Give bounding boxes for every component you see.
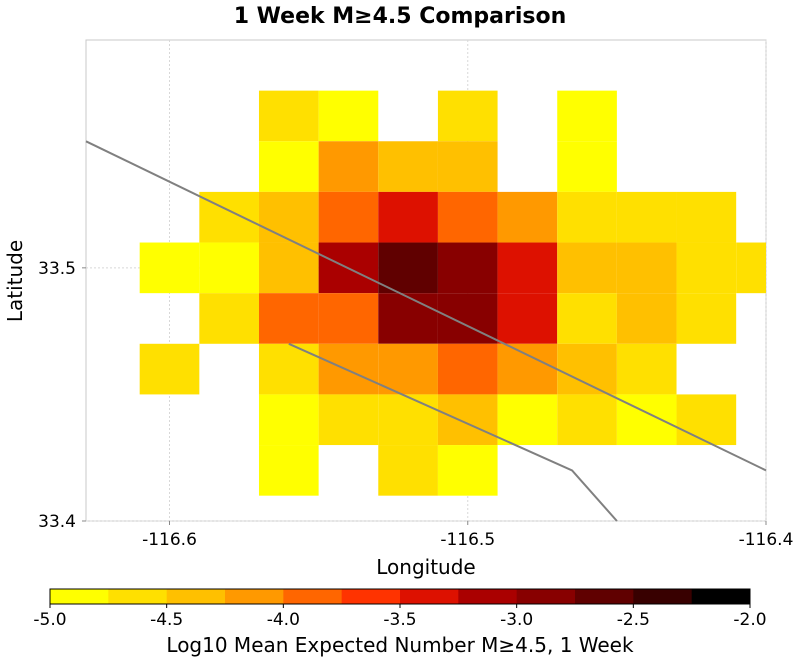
fault-line — [288, 342, 618, 522]
heatmap-cell — [557, 191, 617, 243]
colorbar-segment — [516, 589, 576, 604]
colorbar-segment — [691, 589, 751, 604]
chart-title: 1 Week M≥4.5 Comparison — [234, 4, 567, 29]
plot-area — [85, 39, 767, 522]
colorbar-segments — [50, 589, 751, 604]
heatmap-cell — [676, 394, 737, 446]
colorbar-tick-label: -3.0 — [500, 610, 533, 630]
colorbar-segment — [633, 589, 693, 604]
heatmap-cell — [258, 141, 319, 192]
heatmap-cell — [258, 394, 319, 446]
heatmap-cell — [676, 293, 737, 344]
x-tick-label: -116.6 — [142, 530, 197, 550]
colorbar-tick-label: -5.0 — [33, 610, 66, 630]
heatmap-cell — [676, 191, 737, 243]
heatmap-cell — [378, 394, 438, 446]
colorbar-tick-label: -4.0 — [267, 610, 300, 630]
heatmap-cell — [557, 242, 617, 294]
heatmap-cell — [557, 141, 617, 192]
heatmap-cell — [557, 394, 617, 446]
heatmap-cell — [437, 445, 498, 496]
heatmap-cell — [378, 293, 438, 344]
colorbar-tick-label: -4.5 — [150, 610, 183, 630]
heatmap-cell — [497, 394, 558, 446]
heatmap-cell — [318, 343, 379, 395]
heatmap-cell — [258, 90, 319, 142]
heatmap-cell — [437, 343, 498, 395]
heatmap-cell — [258, 293, 319, 344]
heatmap-cell — [378, 445, 438, 496]
colorbar-tick-label: -2.5 — [617, 610, 650, 630]
colorbar-tick-label: -3.5 — [383, 610, 416, 630]
heatmap-cell — [318, 394, 379, 446]
colorbar-segment — [225, 589, 284, 604]
heatmap-cell — [557, 90, 617, 142]
colorbar-segment — [283, 589, 343, 604]
heatmap-cell — [199, 242, 259, 294]
heatmap-cell — [139, 343, 200, 395]
y-tick-label: 33.5 — [38, 259, 76, 279]
heatmap-cell — [258, 242, 319, 294]
y-tick-label: 33.4 — [38, 512, 76, 532]
heatmap-cell — [437, 242, 498, 294]
heatmap-cell — [497, 343, 558, 395]
heatmap-cell — [258, 191, 319, 243]
x-tick-label: -116.4 — [739, 530, 794, 550]
x-axis-ticks: -116.6 -116.5 -116.4 — [142, 521, 793, 550]
colorbar-segment — [575, 589, 634, 604]
heatmap-cell — [616, 191, 677, 243]
heatmap-cell — [258, 343, 319, 395]
colorbar-segment — [400, 589, 459, 604]
heatmap-cell — [616, 242, 677, 294]
colorbar-label: Log10 Mean Expected Number M≥4.5, 1 Week — [166, 633, 634, 657]
colorbar-segment — [50, 589, 109, 604]
heatmap-cell — [378, 242, 438, 294]
colorbar-segment — [166, 589, 226, 604]
y-axis-ticks: 33.5 33.4 — [38, 259, 86, 532]
heatmap-cell — [318, 141, 379, 192]
heatmap-cell — [318, 293, 379, 344]
fault-line — [85, 140, 767, 472]
heatmap-cell — [437, 191, 498, 243]
colorbar-tick-label: -2.0 — [733, 610, 766, 630]
heatmap-cell — [139, 242, 200, 294]
heatmap-cell — [378, 141, 438, 192]
heatmap-cells — [139, 90, 766, 496]
colorbar-segment — [458, 589, 518, 604]
heatmap-cell — [497, 191, 558, 243]
heatmap-cell — [437, 141, 498, 192]
heatmap-cell — [318, 90, 379, 142]
heatmap-cell — [437, 90, 498, 142]
y-axis-label: Latitude — [3, 240, 27, 322]
colorbar-ticks: -5.0 -4.5 -4.0 -3.5 -3.0 -2.5 -2.0 — [33, 604, 767, 630]
heatmap-cell — [736, 242, 766, 294]
colorbar-segment — [341, 589, 401, 604]
heatmap-cell — [497, 293, 558, 344]
heatmap-cell — [676, 242, 737, 294]
heatmap-cell — [318, 191, 379, 243]
heatmap-cell — [437, 394, 498, 446]
fault-lines — [85, 140, 767, 522]
x-axis-label: Longitude — [376, 555, 475, 579]
colorbar: -5.0 -4.5 -4.0 -3.5 -3.0 -2.5 -2.0 Log10 Mean … — [33, 588, 767, 657]
heatmap-cell — [616, 343, 677, 395]
colorbar-segment — [108, 589, 168, 604]
heatmap-cell — [616, 293, 677, 344]
heatmap-cell — [199, 293, 259, 344]
heatmap-cell — [258, 445, 319, 496]
heatmap-cell — [497, 242, 558, 294]
heatmap-cell — [378, 191, 438, 243]
heatmap-cell — [557, 293, 617, 344]
x-tick-label: -116.5 — [440, 530, 495, 550]
heatmap-cell — [378, 343, 438, 395]
heatmap-cell — [557, 343, 617, 395]
